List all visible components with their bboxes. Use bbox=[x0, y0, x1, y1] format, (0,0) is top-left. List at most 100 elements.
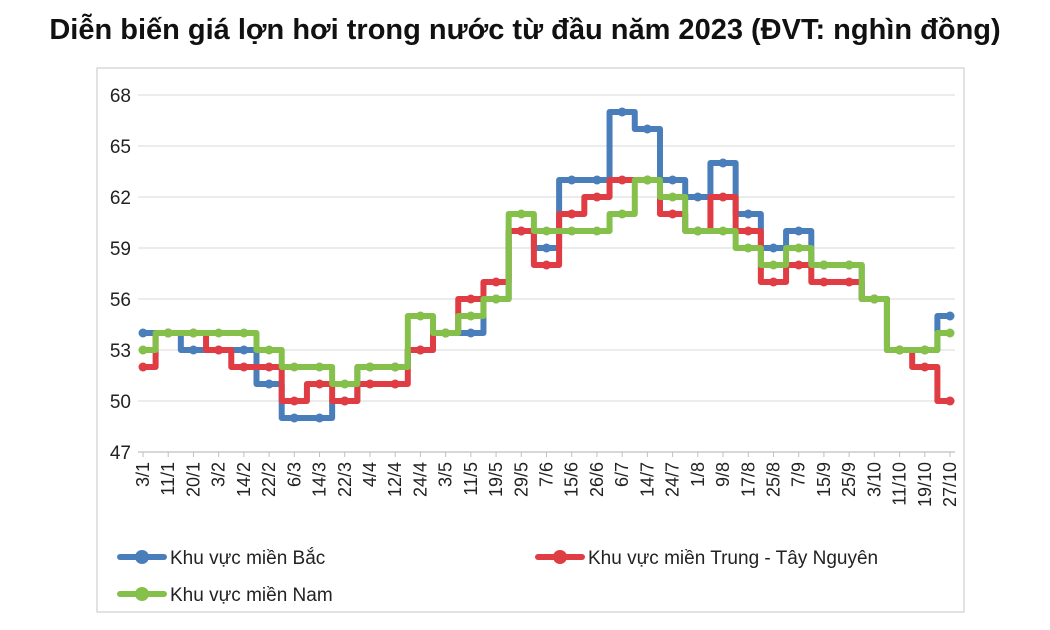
x-tick-label: 6/3 bbox=[284, 462, 304, 487]
x-tick-label: 14/3 bbox=[310, 462, 330, 497]
data-point bbox=[214, 328, 224, 338]
y-tick-label: 59 bbox=[110, 239, 131, 260]
y-tick-label: 56 bbox=[110, 290, 131, 311]
data-point bbox=[390, 379, 400, 389]
y-tick-label: 65 bbox=[110, 137, 131, 158]
data-point bbox=[516, 226, 526, 236]
data-point bbox=[718, 226, 728, 236]
x-tick-label: 17/8 bbox=[738, 462, 758, 497]
data-point bbox=[794, 260, 804, 270]
data-point bbox=[668, 192, 678, 202]
chart-title: Diễn biến giá lợn hơi trong nước từ đầu … bbox=[49, 14, 1001, 46]
x-tick-label: 26/6 bbox=[587, 462, 607, 497]
x-tick-label: 3/1 bbox=[133, 462, 153, 487]
y-tick-label: 53 bbox=[110, 341, 131, 362]
legend-marker bbox=[135, 587, 149, 601]
x-tick-label: 15/9 bbox=[814, 462, 834, 497]
y-tick-label: 62 bbox=[110, 188, 131, 209]
data-point bbox=[390, 362, 400, 372]
data-point bbox=[819, 277, 829, 287]
x-tick-label: 24/7 bbox=[663, 462, 683, 497]
data-point bbox=[642, 175, 652, 185]
x-tick-label: 14/2 bbox=[234, 462, 254, 497]
data-point bbox=[516, 209, 526, 219]
data-point bbox=[592, 175, 602, 185]
data-point bbox=[693, 226, 703, 236]
x-tick-label: 11/1 bbox=[158, 462, 178, 496]
x-tick-label: 9/8 bbox=[713, 462, 733, 487]
data-point bbox=[315, 362, 325, 372]
data-point bbox=[844, 277, 854, 287]
x-tick-label: 25/9 bbox=[839, 462, 859, 497]
data-point bbox=[819, 260, 829, 270]
legend-marker bbox=[553, 550, 567, 564]
data-point bbox=[617, 107, 627, 117]
data-point bbox=[542, 260, 551, 270]
x-tick-label: 15/6 bbox=[562, 462, 582, 497]
data-point bbox=[567, 175, 577, 185]
data-point bbox=[138, 328, 148, 338]
data-point bbox=[642, 124, 652, 134]
data-point bbox=[592, 226, 602, 236]
data-point bbox=[163, 328, 173, 338]
legend-marker bbox=[135, 550, 149, 564]
data-point bbox=[768, 277, 778, 287]
data-point bbox=[239, 328, 249, 338]
data-point bbox=[718, 158, 728, 168]
x-tick-label: 3/2 bbox=[209, 462, 229, 487]
x-axis-ticks: 3/1 11/1 20/1 3/2 14/2 22/2 6/3 14/3 22/3 4/4 12/4… bbox=[133, 452, 960, 507]
data-point bbox=[794, 226, 804, 236]
x-tick-label: 11/10 bbox=[890, 462, 910, 506]
data-point bbox=[264, 379, 274, 389]
data-point bbox=[920, 345, 930, 355]
data-point bbox=[869, 294, 879, 304]
x-tick-label: 7/6 bbox=[537, 462, 557, 487]
data-point bbox=[567, 209, 577, 219]
legend-label: Khu vực miền Bắc bbox=[170, 547, 325, 569]
data-point bbox=[567, 226, 577, 236]
data-point bbox=[718, 192, 728, 202]
data-point bbox=[491, 277, 501, 287]
data-point bbox=[542, 243, 551, 253]
series-line bbox=[140, 177, 953, 404]
y-axis-ticks: 47 50 53 56 59 62 65 68 bbox=[110, 86, 131, 464]
data-point bbox=[188, 328, 198, 338]
data-point bbox=[466, 311, 476, 321]
data-point bbox=[415, 311, 425, 321]
legend: Khu vực miền Bắc Khu vực miền Trung - Tây… bbox=[117, 547, 878, 606]
data-point bbox=[340, 379, 350, 389]
y-tick-label: 50 bbox=[110, 392, 131, 413]
x-tick-label: 7/9 bbox=[789, 462, 809, 487]
x-tick-label: 6/7 bbox=[612, 462, 632, 487]
data-point bbox=[617, 175, 627, 185]
data-point bbox=[668, 175, 678, 185]
data-point bbox=[693, 192, 703, 202]
x-tick-label: 1/8 bbox=[688, 462, 708, 487]
data-point bbox=[466, 294, 476, 304]
data-point bbox=[945, 311, 955, 321]
legend-label: Khu vực miền Trung - Tây Nguyên bbox=[588, 548, 878, 569]
data-point bbox=[264, 362, 274, 372]
data-point bbox=[188, 345, 198, 355]
data-point bbox=[315, 379, 325, 389]
data-point bbox=[920, 362, 930, 372]
x-tick-label: 19/5 bbox=[486, 462, 506, 497]
data-point bbox=[415, 345, 425, 355]
data-point bbox=[315, 413, 325, 423]
data-point bbox=[743, 209, 753, 219]
data-point bbox=[592, 192, 602, 202]
x-tick-label: 3/5 bbox=[436, 462, 456, 487]
data-point bbox=[542, 226, 551, 236]
data-point bbox=[768, 260, 778, 270]
data-point bbox=[264, 345, 274, 355]
data-point bbox=[289, 362, 299, 372]
data-point bbox=[668, 209, 678, 219]
y-tick-label: 47 bbox=[110, 443, 131, 464]
x-tick-label: 29/5 bbox=[511, 462, 531, 497]
x-tick-label: 25/8 bbox=[763, 462, 783, 497]
x-tick-label: 11/5 bbox=[461, 462, 481, 496]
data-point bbox=[491, 294, 501, 304]
data-point bbox=[945, 328, 955, 338]
x-tick-label: 24/4 bbox=[410, 462, 430, 497]
